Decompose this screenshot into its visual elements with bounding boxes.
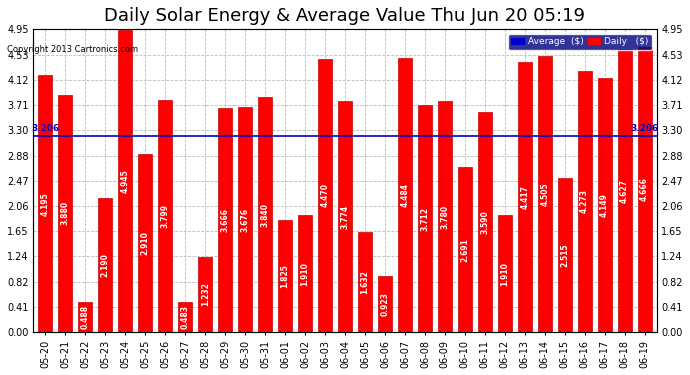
Text: 0.483: 0.483 <box>181 305 190 329</box>
Bar <box>598 78 611 332</box>
Text: 4.484: 4.484 <box>400 183 409 207</box>
Text: 3.676: 3.676 <box>241 208 250 232</box>
Bar <box>458 168 472 332</box>
Text: 3.666: 3.666 <box>221 208 230 232</box>
Title: Daily Solar Energy & Average Value Thu Jun 20 05:19: Daily Solar Energy & Average Value Thu J… <box>104 7 586 25</box>
Bar <box>358 232 372 332</box>
Text: 3.840: 3.840 <box>261 202 270 226</box>
Bar <box>79 302 92 332</box>
Bar <box>558 178 572 332</box>
Text: 2.515: 2.515 <box>560 243 569 267</box>
Text: 1.232: 1.232 <box>201 282 210 306</box>
Legend: Average  ($), Daily   ($): Average ($), Daily ($) <box>508 34 652 50</box>
Text: Copyright 2013 Cartronics.com: Copyright 2013 Cartronics.com <box>7 45 138 54</box>
Text: 3.590: 3.590 <box>480 210 489 234</box>
Bar <box>578 70 591 332</box>
Bar <box>118 30 132 332</box>
Bar <box>99 198 112 332</box>
Text: 3.774: 3.774 <box>340 204 350 229</box>
Text: 3.712: 3.712 <box>420 207 429 231</box>
Bar <box>318 58 332 332</box>
Bar <box>497 215 512 332</box>
Text: 4.627: 4.627 <box>620 178 629 203</box>
Bar <box>638 46 651 332</box>
Bar <box>178 303 193 332</box>
Bar <box>218 108 232 332</box>
Bar <box>59 95 72 332</box>
Text: 1.910: 1.910 <box>500 262 509 286</box>
Bar <box>618 49 631 332</box>
Bar <box>418 105 432 332</box>
Text: 0.923: 0.923 <box>380 292 389 316</box>
Text: 1.825: 1.825 <box>281 264 290 288</box>
Text: 4.505: 4.505 <box>540 183 549 206</box>
Text: 1.910: 1.910 <box>301 262 310 286</box>
Text: 3.206: 3.206 <box>631 124 658 133</box>
Text: 0.488: 0.488 <box>81 305 90 329</box>
Text: 4.417: 4.417 <box>520 185 529 209</box>
Bar <box>278 220 292 332</box>
Text: 4.273: 4.273 <box>580 189 589 213</box>
Bar <box>338 101 352 332</box>
Text: 1.632: 1.632 <box>360 270 369 294</box>
Bar <box>298 215 312 332</box>
Text: 3.206: 3.206 <box>32 124 59 133</box>
Bar <box>198 256 213 332</box>
Text: 3.780: 3.780 <box>440 204 449 228</box>
Bar <box>158 100 172 332</box>
Text: 2.190: 2.190 <box>101 253 110 277</box>
Text: 4.149: 4.149 <box>600 193 609 217</box>
Text: 3.880: 3.880 <box>61 201 70 225</box>
Text: 3.799: 3.799 <box>161 204 170 228</box>
Bar <box>238 107 252 332</box>
Text: 4.666: 4.666 <box>640 177 649 201</box>
Text: 4.945: 4.945 <box>121 169 130 193</box>
Text: 2.691: 2.691 <box>460 238 469 262</box>
Bar <box>398 58 412 332</box>
Text: 2.910: 2.910 <box>141 231 150 255</box>
Bar <box>138 154 152 332</box>
Bar <box>39 75 52 332</box>
Bar <box>258 97 272 332</box>
Bar <box>378 276 392 332</box>
Bar <box>438 101 452 332</box>
Bar <box>477 112 492 332</box>
Bar <box>538 57 552 332</box>
Text: 4.470: 4.470 <box>321 183 330 207</box>
Text: 4.195: 4.195 <box>41 192 50 216</box>
Bar <box>518 62 532 332</box>
